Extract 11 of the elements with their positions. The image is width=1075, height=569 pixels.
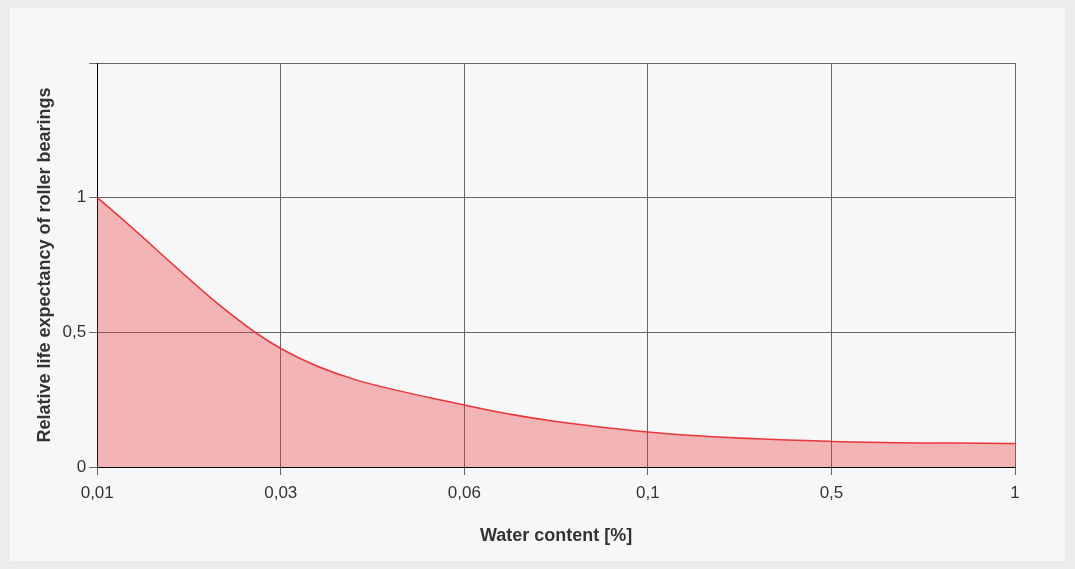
x-tick-label: 0,03: [264, 482, 298, 502]
y-tick-label: 0: [76, 456, 87, 476]
y-tick-label: 1: [76, 187, 87, 207]
y-tick-label: 0,5: [62, 322, 87, 342]
x-tick-label: 0,1: [636, 482, 660, 502]
x-tick-label: 0,5: [819, 482, 844, 502]
x-tick-label: 1: [1010, 482, 1020, 502]
x-tick-label: 0,01: [80, 482, 114, 502]
x-axis-title: Water content [%]: [479, 525, 633, 546]
y-axis-title: Relative life expectancy of roller bearings: [33, 87, 54, 443]
x-tick-label: 0,06: [447, 482, 481, 502]
